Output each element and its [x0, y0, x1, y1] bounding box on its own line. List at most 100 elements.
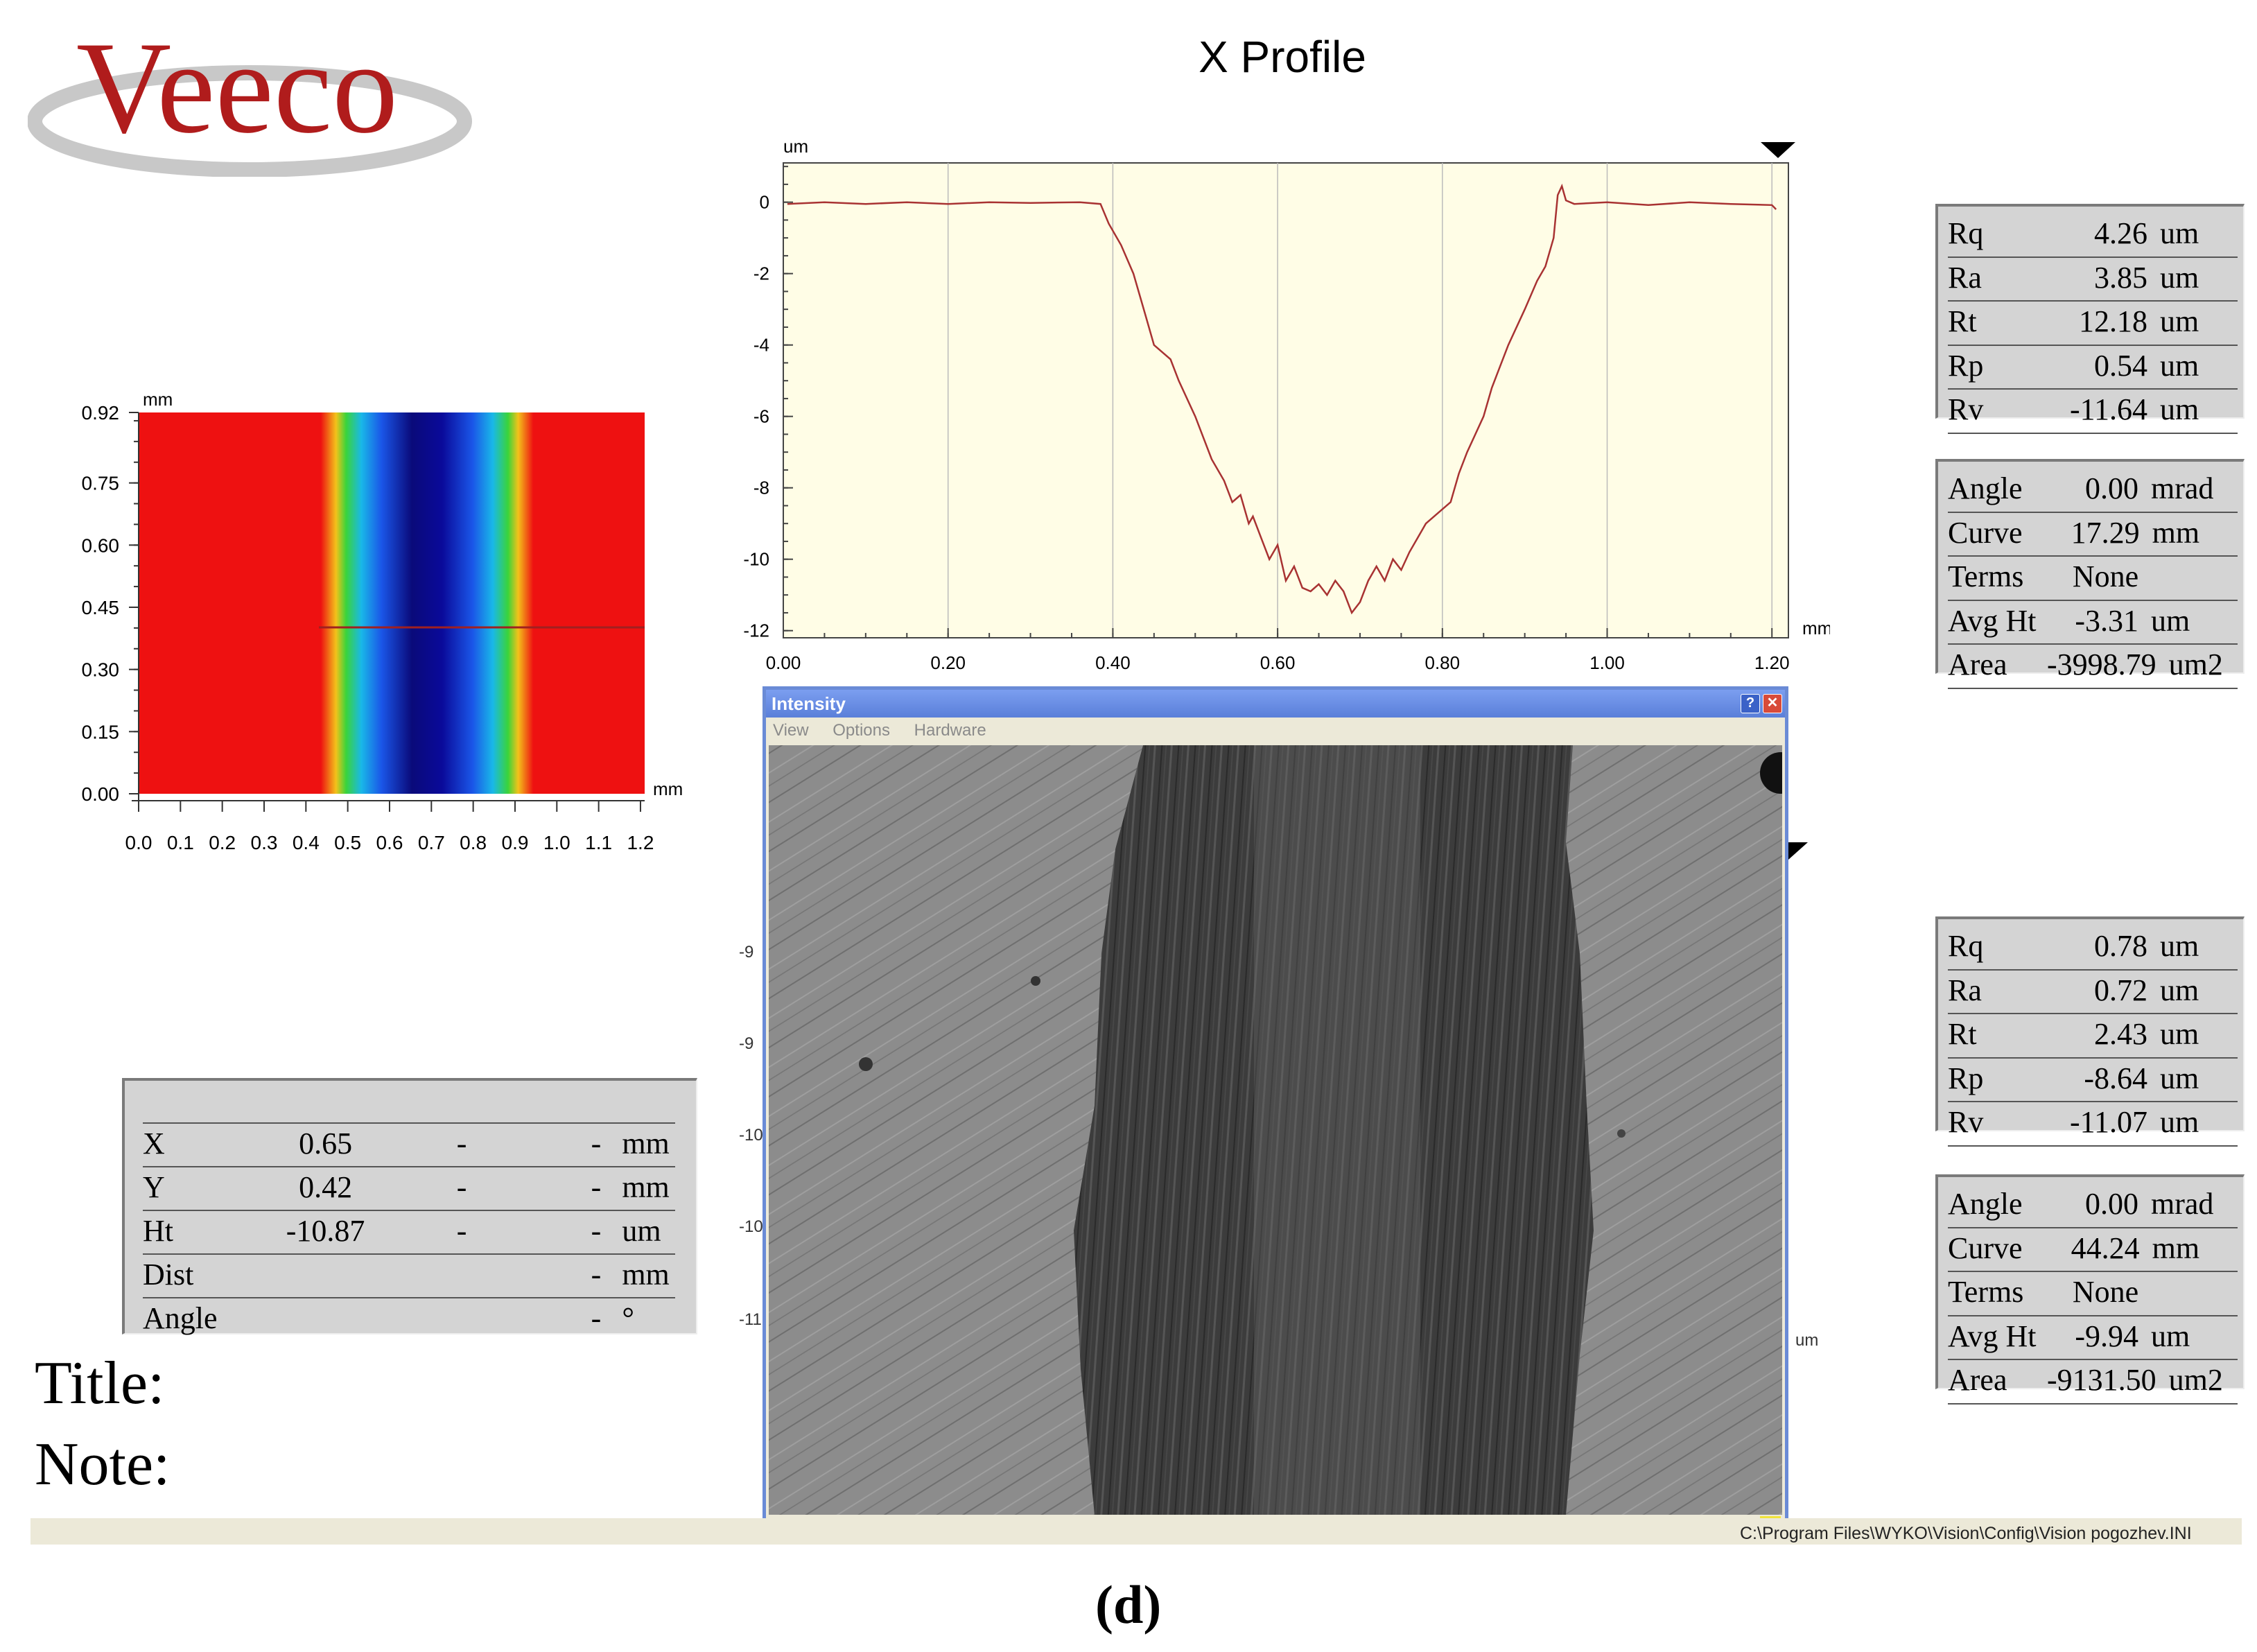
- status-path: C:\Program Files\WYKO\Vision\Config\Visi…: [1740, 1524, 2192, 1543]
- heatmap-y-tick-label: 0.60: [82, 534, 120, 556]
- stat-row: Rv -11.07 um: [1948, 1102, 2238, 1147]
- stat-label: Ra: [1948, 260, 1982, 295]
- wear-track: [1074, 745, 1594, 1515]
- cursor-v3: -: [591, 1170, 602, 1204]
- cursor-marker-top: [1761, 142, 1795, 158]
- cursor-unit: mm: [622, 1170, 670, 1204]
- heatmap-x-tick-label: 0.7: [418, 832, 445, 853]
- debris-spot: [1031, 976, 1040, 986]
- profile-y-tick-label: -10: [743, 549, 769, 570]
- cursor-v3: -: [591, 1301, 602, 1335]
- profile-y-unit: um: [783, 136, 808, 157]
- heatmap-x-tick-label: 0.4: [293, 832, 320, 853]
- roughness-stats-top: Rq 4.26 um Ra 3.85 um Rt 12.18 um Rp 0.54 um Rv -11.6…: [1935, 204, 2245, 434]
- note-label: Note:: [35, 1431, 171, 1498]
- profile-trace: [787, 183, 1777, 615]
- stat-row: Rt 12.18 um: [1948, 302, 2238, 346]
- stat-unit: mrad: [2151, 471, 2214, 505]
- veeco-logo: Veeco: [28, 17, 472, 177]
- profile-y-tick-label: -4: [753, 335, 769, 356]
- stat-unit: um: [2160, 1061, 2199, 1095]
- stat-value: 0.00: [2085, 1187, 2138, 1221]
- stat-value: -3.31: [2075, 603, 2138, 638]
- page-title: X Profile: [1199, 32, 1366, 82]
- stat-unit: mm: [2152, 1231, 2200, 1265]
- stat-value: -9131.50: [2047, 1363, 2156, 1397]
- stat-row: Curve 44.24 mm: [1948, 1228, 2238, 1272]
- stat-value: 4.26: [2094, 216, 2147, 250]
- cursor-v3: -: [591, 1258, 602, 1292]
- stat-unit: um2: [2168, 1363, 2223, 1397]
- stat-value: -9.94: [2075, 1319, 2138, 1353]
- intensity-window[interactable]: Intensity ? ✕ View Options Hardware: [762, 686, 1788, 1539]
- stat-label: Rq: [1948, 929, 1984, 963]
- stat-unit: um: [2160, 348, 2199, 383]
- heatmap-x-unit: mm: [653, 779, 683, 799]
- heatmap-x-tick-label: 0.9: [502, 832, 529, 853]
- intensity-side-tick: -9: [739, 1034, 754, 1053]
- help-icon[interactable]: ?: [1741, 694, 1760, 713]
- profile-x-tick-label: 0.60: [1260, 652, 1296, 673]
- stat-row: Ra 0.72 um: [1948, 971, 2238, 1014]
- intensity-side-unit: um: [1795, 1331, 1819, 1350]
- stat-label: Rt: [1948, 304, 1977, 338]
- stat-row: Curve 17.29 mm: [1948, 513, 2238, 557]
- heatmap-x-tick-label: 1.1: [585, 832, 612, 853]
- heatmap-y-tick-label: 0.75: [82, 473, 120, 494]
- stat-unit: um: [2160, 1105, 2199, 1139]
- stat-row: Ra 3.85 um: [1948, 258, 2238, 302]
- profile-x-tick-label: 0.20: [930, 652, 966, 673]
- intensity-title: Intensity: [772, 693, 846, 714]
- stat-unit: um: [2160, 216, 2199, 250]
- stat-label: Area: [1948, 647, 2007, 681]
- close-icon[interactable]: ✕: [1763, 694, 1782, 713]
- cursor-v3: -: [591, 1127, 602, 1160]
- intensity-side-tick: -10: [739, 1126, 763, 1145]
- profile-y-tick-label: -8: [753, 478, 769, 498]
- stat-label: Rp: [1948, 1061, 1984, 1095]
- stat-value: -11.07: [2069, 1105, 2147, 1139]
- stat-row: Rv -11.64 um: [1948, 390, 2238, 434]
- heatmap-x-tick-label: 0.2: [209, 832, 236, 853]
- cursor-v2: -: [456, 1127, 467, 1160]
- logo-text: Veeco: [76, 17, 398, 161]
- menu-view[interactable]: View: [773, 721, 809, 740]
- intensity-side-tick: -9: [739, 943, 754, 962]
- cursor-v1: 0.42: [299, 1170, 353, 1204]
- heatmap-y-tick-label: 0.00: [82, 783, 120, 805]
- cursor-v1: 0.65: [299, 1127, 353, 1160]
- stat-unit: um: [2151, 1319, 2190, 1353]
- stat-unit: mrad: [2151, 1187, 2214, 1221]
- stat-value: -3998.79: [2047, 647, 2156, 681]
- stat-value: 0.78: [2094, 929, 2147, 963]
- profile-y-tick-label: -6: [753, 406, 769, 427]
- heatmap-x-tick-label: 0.6: [376, 832, 403, 853]
- cursor-row: Angle - °: [143, 1298, 675, 1341]
- stat-label: Curve: [1948, 1231, 2023, 1265]
- stat-unit: um: [2160, 260, 2199, 295]
- stat-value: 0.54: [2094, 348, 2147, 383]
- cursor-label: X: [143, 1127, 165, 1160]
- intensity-titlebar[interactable]: Intensity ? ✕: [766, 690, 1785, 718]
- cursor-v1: -10.87: [286, 1214, 365, 1248]
- stat-row: Rp 0.54 um: [1948, 346, 2238, 390]
- stat-label: Area: [1948, 1363, 2007, 1397]
- profile-x-tick-label: 1.00: [1589, 652, 1625, 673]
- heatmap-x-tick-label: 0.5: [334, 832, 361, 853]
- stat-label: Angle: [1948, 1187, 2023, 1221]
- stat-value: 0.00: [2085, 471, 2138, 505]
- heatmap-y-unit: mm: [143, 389, 173, 410]
- profile-y-tick-label: -12: [743, 620, 769, 641]
- x-profile-chart: um mm 0 -2 -4 -6 -8 -10 -12 0.00 0.20 0.40 0.60 0.…: [743, 136, 1830, 673]
- stat-row: Area -9131.50 um2: [1948, 1360, 2238, 1405]
- stat-row: Rq 4.26 um: [1948, 214, 2238, 258]
- fit-stats-top: Angle 0.00 mrad Curve 17.29 mm Terms None Avg Ht…: [1935, 459, 2245, 689]
- menu-hardware[interactable]: Hardware: [914, 721, 986, 740]
- stat-label: Avg Ht: [1948, 1319, 2037, 1353]
- stat-value: 3.85: [2094, 260, 2147, 295]
- menu-options[interactable]: Options: [833, 721, 890, 740]
- stat-unit: um: [2160, 973, 2199, 1007]
- stat-unit: mm: [2152, 515, 2200, 550]
- heatmap-x-tick-label: 0.1: [167, 832, 194, 853]
- roughness-stats-bottom: Rq 0.78 um Ra 0.72 um Rt 2.43 um Rp -8.64 um Rv -11.0…: [1935, 916, 2245, 1147]
